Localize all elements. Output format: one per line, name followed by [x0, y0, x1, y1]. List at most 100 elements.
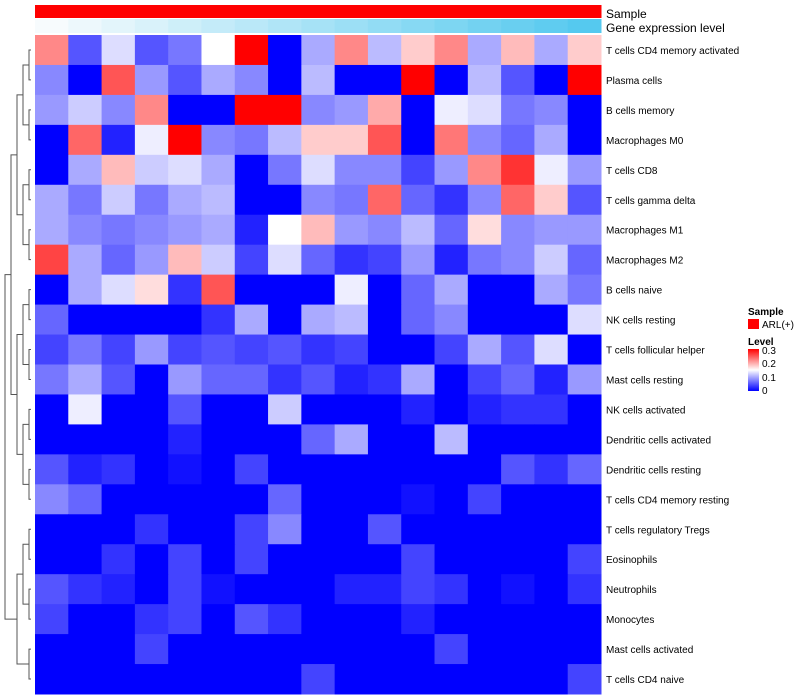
heatmap-cell: [434, 184, 469, 216]
heatmap-cell: [35, 394, 69, 425]
heatmap-cell: [567, 274, 602, 306]
dendrogram-branch: [16, 334, 23, 455]
heatmap-cell: [68, 64, 103, 96]
heatmap-cell: [35, 184, 69, 216]
heatmap-cell: [134, 484, 169, 515]
heatmap-cell: [35, 214, 69, 246]
heatmap-cell: [367, 35, 402, 66]
heatmap-cell: [101, 574, 136, 605]
heatmap-cell: [201, 604, 236, 635]
heatmap-cell: [367, 94, 402, 126]
heatmap-cell: [68, 424, 103, 455]
heatmap-cell: [168, 35, 202, 66]
heatmap-cell: [134, 424, 169, 455]
heatmap-cell: [567, 244, 602, 276]
heatmap-cell: [334, 214, 369, 246]
heatmap-cell: [534, 424, 569, 455]
heatmap-cell: [334, 94, 369, 126]
heatmap-cell: [301, 394, 336, 425]
heatmap-cell: [334, 274, 369, 306]
heatmap-cell: [334, 244, 369, 276]
heatmap-cell: [367, 124, 402, 156]
gene-expression-annotation-cell: [501, 19, 535, 33]
legend-level-tick: 0.2: [762, 359, 776, 370]
heatmap-cell: [68, 634, 103, 665]
heatmap-cell: [268, 184, 302, 216]
heatmap-cell: [101, 364, 136, 395]
heatmap-cell: [567, 604, 602, 635]
heatmap-cell: [334, 124, 369, 156]
heatmap-cell: [68, 664, 103, 695]
gene-expression-annotation-cell: [201, 19, 236, 33]
heatmap-cell: [201, 664, 236, 695]
heatmap-cell: [534, 514, 569, 545]
heatmap-cell: [268, 424, 302, 455]
row-label: Dendritic cells activated: [606, 435, 711, 446]
heatmap-cell: [268, 664, 302, 695]
heatmap-cell: [134, 574, 169, 605]
heatmap-cell: [268, 364, 302, 395]
heatmap-cell: [567, 214, 602, 246]
heatmap-cell: [567, 64, 602, 96]
dendrogram-branch: [22, 543, 29, 605]
heatmap-cell: [234, 244, 269, 276]
heatmap-cell: [401, 214, 436, 246]
heatmap-cell: [301, 604, 336, 635]
heatmap-cell: [434, 94, 469, 126]
heatmap-cell: [334, 604, 369, 635]
heatmap-cell: [301, 94, 336, 126]
gene-expression-annotation-cell: [35, 19, 69, 33]
heatmap-cell: [467, 214, 502, 246]
heatmap-cell: [367, 424, 402, 455]
heatmap-cell: [68, 574, 103, 605]
heatmap-cell: [567, 424, 602, 455]
heatmap-cell: [401, 514, 436, 545]
row-label: T cells follicular helper: [606, 346, 705, 357]
heatmap-cell: [501, 214, 535, 246]
heatmap-cell: [101, 94, 136, 126]
heatmap-cell: [334, 574, 369, 605]
heatmap-cell: [367, 334, 402, 365]
heatmap-cell: [501, 94, 535, 126]
heatmap-cell: [234, 64, 269, 96]
heatmap-cell: [68, 514, 103, 545]
heatmap-cell: [234, 604, 269, 635]
heatmap-cell: [334, 514, 369, 545]
heatmap-cell: [168, 304, 202, 336]
heatmap-cell: [268, 214, 302, 246]
heatmap-cell: [268, 64, 302, 96]
heatmap-cell: [534, 274, 569, 306]
dendrogram-branch: [28, 49, 31, 81]
heatmap-cell: [434, 124, 469, 156]
sample-annotation-label: Sample: [606, 7, 647, 21]
heatmap-cell: [101, 514, 136, 545]
heatmap-cell: [467, 124, 502, 156]
heatmap-cell: [501, 634, 535, 665]
heatmap-cell: [434, 544, 469, 575]
heatmap-cell: [434, 604, 469, 635]
heatmap-cell: [501, 604, 535, 635]
heatmap-cell: [567, 454, 602, 485]
heatmap-cell: [68, 184, 103, 216]
legend-level-colorbar: [748, 349, 759, 391]
heatmap-cell: [501, 514, 535, 545]
heatmap-cell: [268, 394, 302, 425]
dendrogram-branch: [28, 528, 31, 560]
gene-expression-annotation-cell: [434, 19, 469, 33]
row-label: Neutrophils: [606, 585, 657, 596]
heatmap-cell: [467, 394, 502, 425]
heatmap-cell: [401, 64, 436, 96]
heatmap-cell: [367, 394, 402, 425]
heatmap-cell: [534, 544, 569, 575]
heatmap-cell: [334, 394, 369, 425]
heatmap-cell: [134, 364, 169, 395]
heatmap-cell: [301, 664, 336, 695]
row-label: Monocytes: [606, 615, 654, 626]
row-dendrogram: [4, 49, 31, 680]
sample-annotation-cell: [101, 5, 136, 18]
heatmap-cell: [101, 35, 136, 66]
heatmap-cell: [201, 484, 236, 515]
heatmap-cell: [134, 124, 169, 156]
heatmap-cell: [401, 394, 436, 425]
